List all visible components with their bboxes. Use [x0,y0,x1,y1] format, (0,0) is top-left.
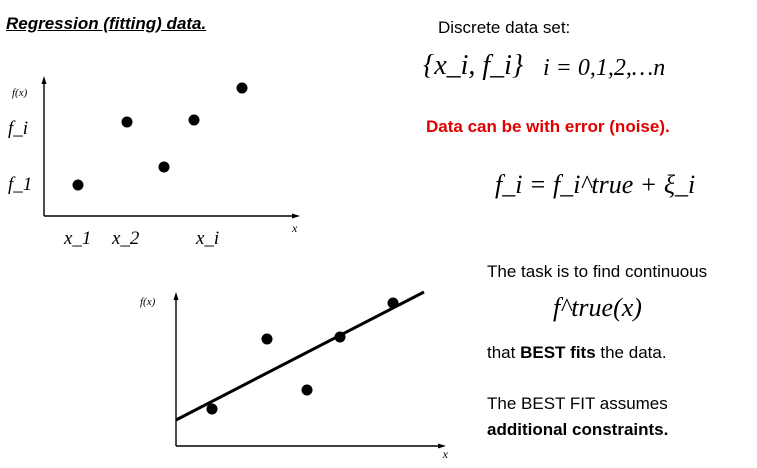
x-axis-label: x [442,447,449,461]
fit-line [175,290,425,422]
data-point [387,297,399,309]
data-point [261,333,273,345]
y-axis-arrow [173,292,179,300]
x-axis-label: x [291,221,298,235]
y-axis-label: f(x) [12,87,28,99]
y-axis-arrow [41,76,47,84]
scatter-plot-top: f(x) x f_i f_1 x_1 x_2 x_i [8,76,300,249]
task-text: The task is to find continuous [487,262,708,281]
index-range: i = 0,1,2,…n [543,55,666,81]
task-function: f^true(x) [553,293,642,322]
discrete-set-label: Discrete data set: [438,18,571,37]
fits-prefix: that [487,343,521,362]
fits-suffix: the data. [595,343,667,362]
x-axis-arrow [438,443,446,449]
set-notation: {x_i, f_i} [423,50,524,81]
data-point [301,384,313,396]
data-point [158,161,170,173]
noise-equation: f_i = f_i^true + ξ_i [495,170,696,199]
x-axis-arrow [292,213,300,219]
noise-note: Data can be with error (noise). [426,117,670,136]
best-fits-line: that BEST fits the data. [487,343,667,363]
section-heading: Regression (fitting) data. [6,14,207,33]
data-point [334,331,346,343]
additional-constraints: additional constraints. [487,420,669,439]
data-point [188,114,200,126]
fit-plot-bottom: f(x) x [140,290,449,461]
x-tick-xi: x_i [195,228,219,249]
best-fit-assumes: The BEST FIT assumes [487,394,668,413]
data-point [72,179,84,191]
data-point [121,116,133,128]
fits-bold: BEST fits [520,343,596,362]
x-tick-x2: x_2 [111,228,140,249]
data-point [236,82,248,94]
data-point [206,403,218,415]
y-tick-fi: f_i [8,118,28,139]
y-axis-label: f(x) [140,296,156,308]
y-tick-f1: f_1 [8,174,32,195]
x-tick-x1: x_1 [63,228,91,249]
